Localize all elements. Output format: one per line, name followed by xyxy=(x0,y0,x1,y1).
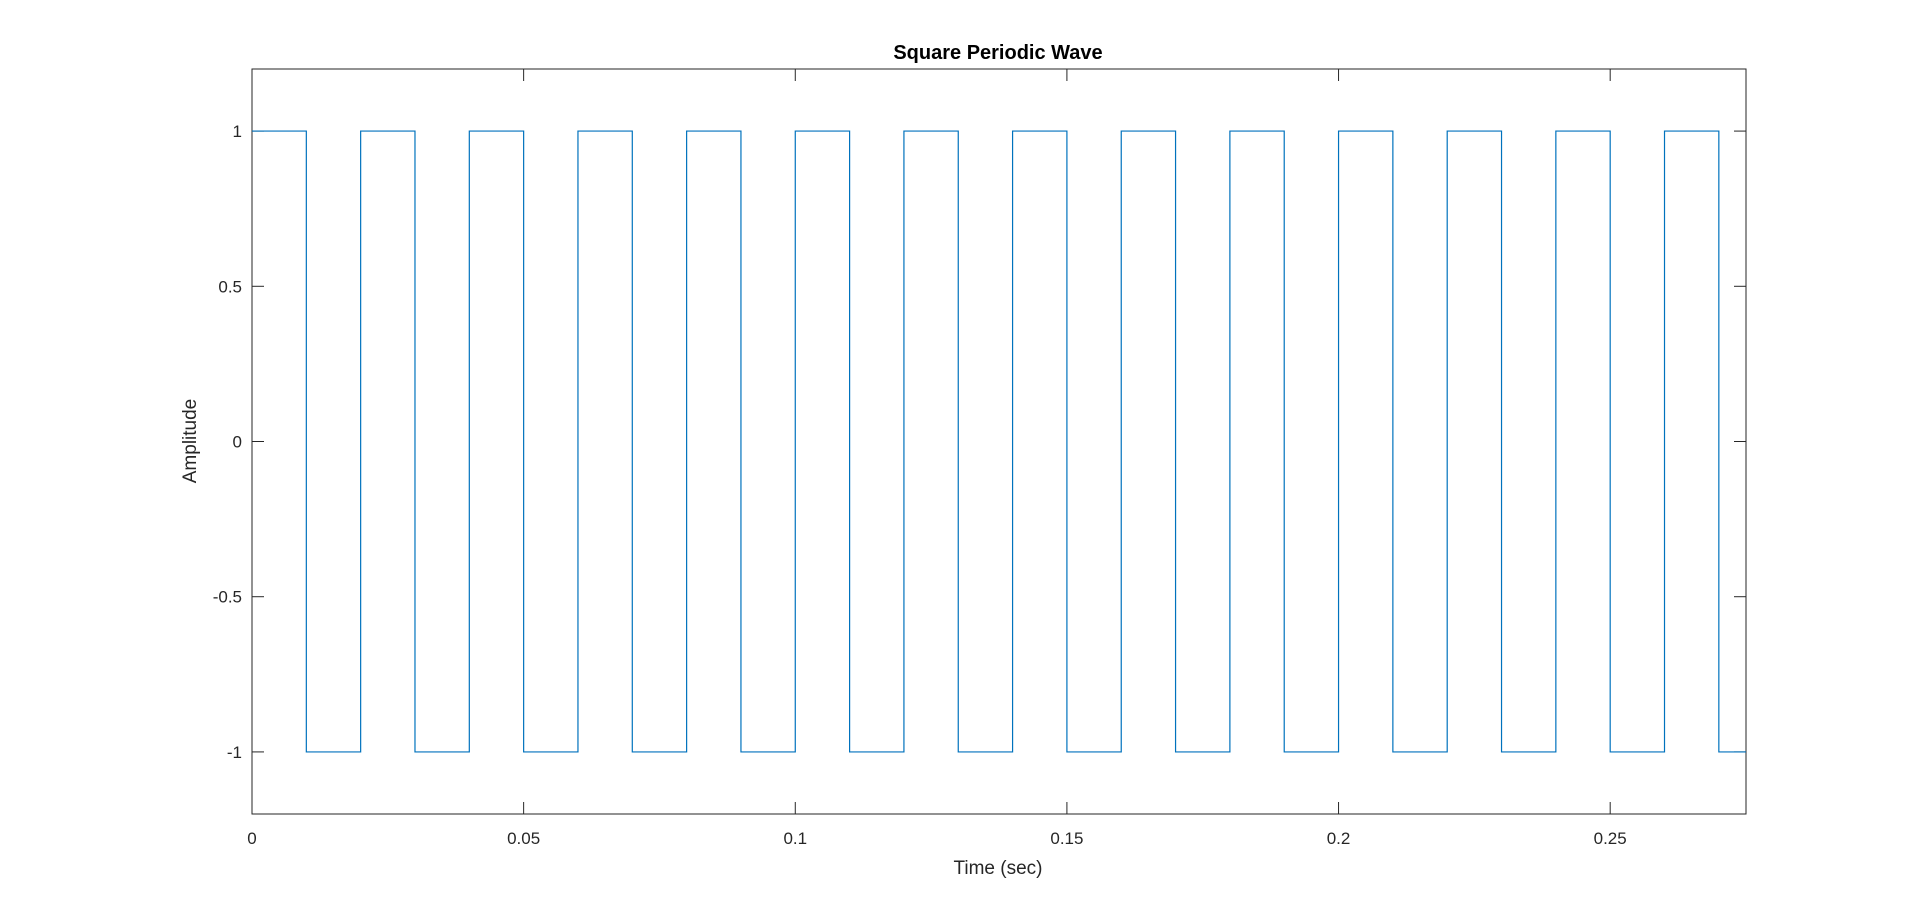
x-tick-label: 0.1 xyxy=(783,829,807,848)
x-tick-label: 0.2 xyxy=(1327,829,1351,848)
axes-box xyxy=(251,68,1747,815)
y-axis-label: Amplitude xyxy=(180,399,201,484)
x-tick-label: 0.25 xyxy=(1594,829,1627,848)
x-tick-label: 0.05 xyxy=(507,829,540,848)
x-axis-label: Time (sec) xyxy=(953,858,1042,879)
series-layer xyxy=(252,130,1746,753)
square-wave-line xyxy=(252,130,1746,753)
x-axis-ticks: 0 0.05 0.1 0.15 0.2 0.25 xyxy=(247,69,1627,848)
chart-title: Square Periodic Wave xyxy=(893,42,1102,64)
y-tick-label: -1 xyxy=(227,743,242,762)
y-tick-label: 0 xyxy=(233,433,242,452)
y-tick-label: -0.5 xyxy=(213,588,242,607)
y-axis-ticks: 1 0.5 0 -0.5 -1 xyxy=(213,122,1746,762)
y-tick-label: 1 xyxy=(233,122,242,141)
y-tick-label: 0.5 xyxy=(218,277,242,296)
x-tick-label: 0 xyxy=(247,829,256,848)
x-tick-label: 0.15 xyxy=(1050,829,1083,848)
